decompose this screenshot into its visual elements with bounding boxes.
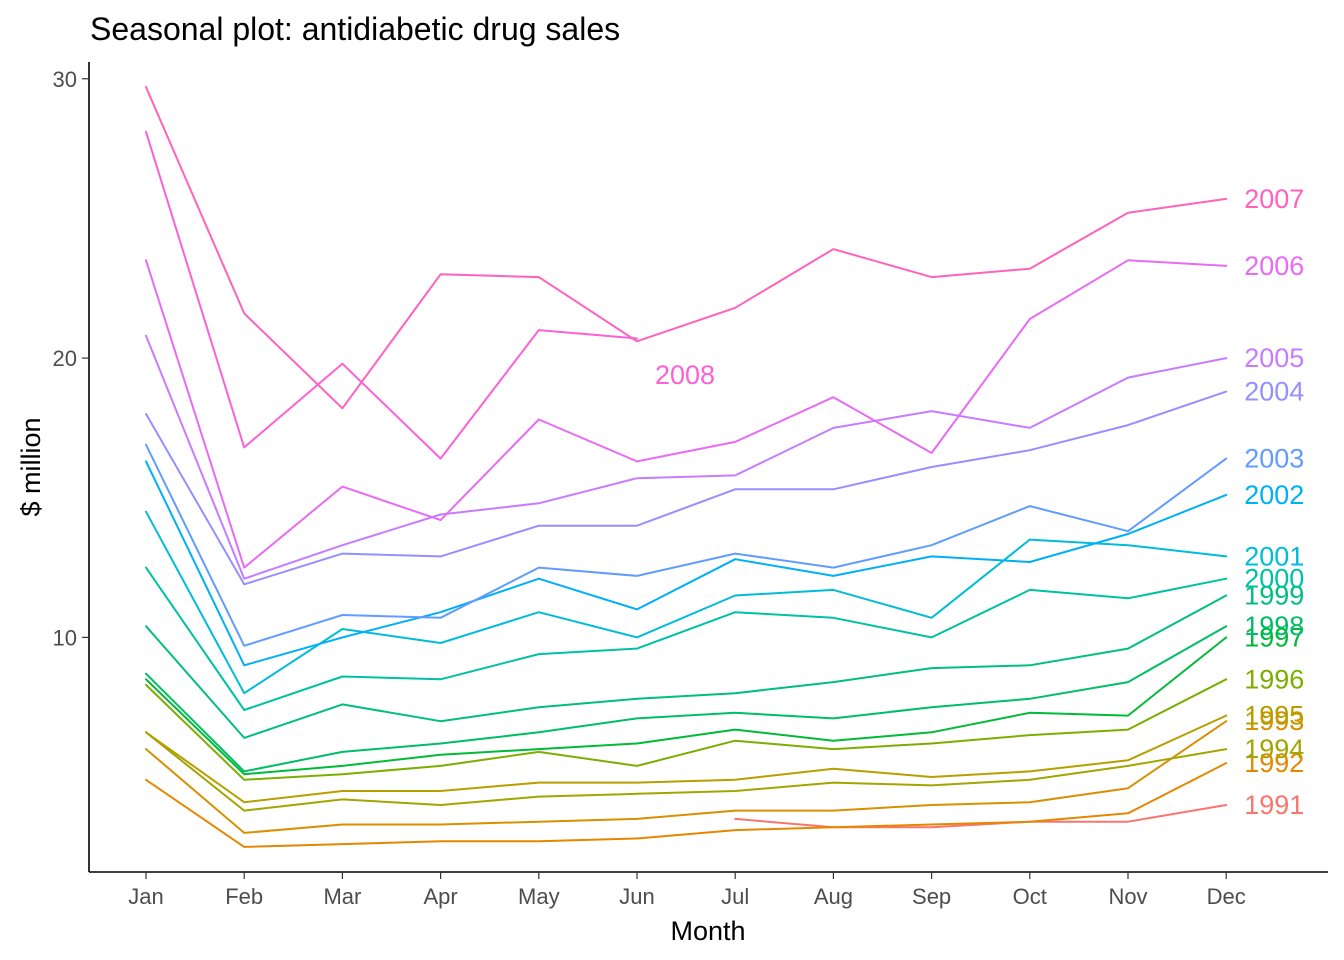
series-line-1991 xyxy=(734,804,1228,829)
x-tick-label: Oct xyxy=(1013,884,1047,909)
series-line-1996 xyxy=(145,678,1228,781)
series-line-2003 xyxy=(145,443,1228,647)
year-label-2006: 2006 xyxy=(1244,251,1304,281)
year-label-1995: 1995 xyxy=(1244,701,1304,731)
series-line-2006 xyxy=(145,259,1228,569)
series-line-1993 xyxy=(145,720,1228,834)
plot-lines xyxy=(145,86,1228,848)
x-axis-title: Month xyxy=(670,916,745,946)
x-tick-label: Jun xyxy=(619,884,654,909)
x-tick-label: Mar xyxy=(323,884,361,909)
x-tick-label: Dec xyxy=(1207,884,1246,909)
year-label-1998: 1998 xyxy=(1244,611,1304,641)
x-tick-label: Jan xyxy=(128,884,163,909)
year-label-2003: 2003 xyxy=(1244,444,1304,474)
y-tick-label: 30 xyxy=(53,67,77,92)
x-tick-label: Apr xyxy=(423,884,457,909)
series-line-2007 xyxy=(145,86,1228,410)
year-label-1997: 1997 xyxy=(1244,622,1304,652)
year-label-2005: 2005 xyxy=(1244,343,1304,373)
y-tick-label: 10 xyxy=(53,625,77,650)
x-tick-label: Jul xyxy=(721,884,749,909)
series-line-1992 xyxy=(145,762,1228,848)
x-tick-label: Sep xyxy=(912,884,951,909)
year-label-1993: 1993 xyxy=(1244,706,1304,736)
x-tick-label: Feb xyxy=(225,884,263,909)
series-line-1997 xyxy=(145,636,1228,776)
x-tick-label: Aug xyxy=(814,884,853,909)
series-line-2001 xyxy=(145,510,1228,695)
series-line-1998 xyxy=(145,625,1228,773)
x-ticks: Jan Feb Mar Apr May Jun Jul Aug Sep Oct Nov Dec xyxy=(128,872,1246,909)
year-label-2008: 2008 xyxy=(655,360,715,390)
series-line-2008 xyxy=(145,130,638,460)
chart-title: Seasonal plot: antidiabetic drug sales xyxy=(90,11,620,47)
y-tick-label: 20 xyxy=(53,346,77,371)
year-label-2000: 2000 xyxy=(1244,564,1304,594)
y-axis-title: $ million xyxy=(16,417,46,516)
year-label-2002: 2002 xyxy=(1244,480,1304,510)
y-ticks: 10 20 30 xyxy=(53,67,89,650)
series-line-1994 xyxy=(145,731,1228,812)
x-tick-label: Nov xyxy=(1108,884,1147,909)
year-label-1992: 1992 xyxy=(1244,748,1304,778)
series-line-2000 xyxy=(145,566,1228,711)
series-line-2002 xyxy=(145,460,1228,667)
year-label-1994: 1994 xyxy=(1244,734,1304,764)
year-label-2001: 2001 xyxy=(1244,541,1304,571)
series-line-1995 xyxy=(145,714,1228,804)
x-tick-label: May xyxy=(518,884,560,909)
year-label-2007: 2007 xyxy=(1244,184,1304,214)
year-label-1999: 1999 xyxy=(1244,580,1304,610)
series-line-2004 xyxy=(145,390,1228,586)
series-line-1999 xyxy=(145,594,1228,739)
year-label-1991: 1991 xyxy=(1244,790,1304,820)
year-label-2004: 2004 xyxy=(1244,377,1304,407)
year-label-1996: 1996 xyxy=(1244,664,1304,694)
series-line-2005 xyxy=(145,334,1228,580)
